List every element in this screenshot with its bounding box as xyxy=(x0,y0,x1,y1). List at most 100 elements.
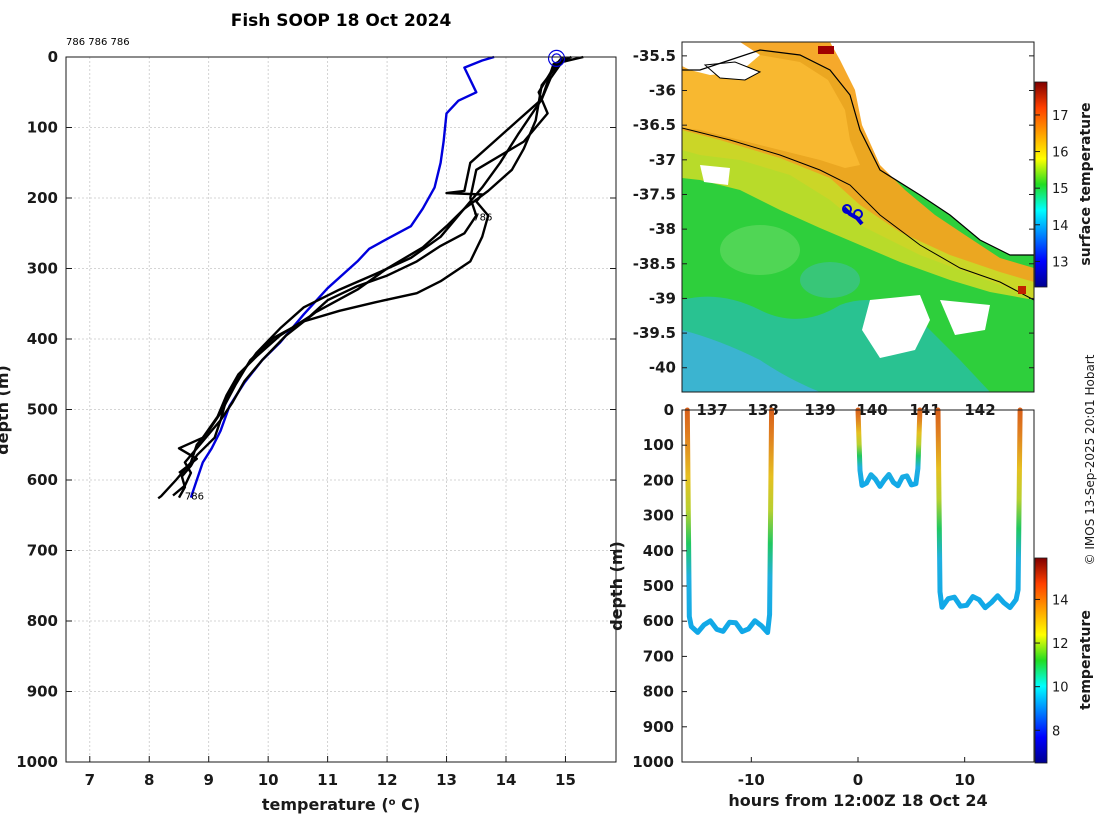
profile-xtick-label: 7 xyxy=(85,771,95,789)
ts-ytick-label: 600 xyxy=(643,612,674,630)
profile-ytick-label: 600 xyxy=(27,471,58,489)
map-ytick-label: -39.5 xyxy=(633,324,676,342)
shelf-contour xyxy=(682,127,1034,301)
ts-ytick-label: 200 xyxy=(643,471,674,489)
surface-marker-outer xyxy=(547,49,566,68)
map-ytick-label: -40 xyxy=(649,359,676,377)
map-ytick-label: -37 xyxy=(649,151,676,169)
profile-ytick-label: 500 xyxy=(27,401,58,419)
hotspot-1 xyxy=(818,46,834,54)
map-ytick-label: -36 xyxy=(649,82,676,100)
temp-cb-tick-label: 12 xyxy=(1052,637,1069,652)
profile-ytick-label: 700 xyxy=(27,542,58,560)
profile-xtick-label: 8 xyxy=(144,771,154,789)
map-ytick-label: -38 xyxy=(649,220,676,238)
profile-ytick-label: 1000 xyxy=(16,753,58,771)
credit-text: © IMOS 13-Sep-2025 20:01 Hobart xyxy=(1083,354,1097,565)
map-ytick-label: -38.5 xyxy=(633,255,676,273)
map-ytick-label: -35.5 xyxy=(633,47,676,65)
profile-ytick-label: 0 xyxy=(48,48,58,66)
profile-line-cast3 xyxy=(177,56,564,474)
profile-xtick-label: 11 xyxy=(317,771,338,789)
cold-water xyxy=(682,330,820,392)
sst-colorbar-ticks: 13 14 15 16 17 xyxy=(1035,109,1069,270)
profile-xtick-label: 14 xyxy=(496,771,517,789)
dive-2 xyxy=(855,407,923,489)
dive-1 xyxy=(684,407,775,635)
profile-axes-box xyxy=(65,56,617,763)
ts-ytick-label: 100 xyxy=(643,436,674,454)
chart-title: Fish SOOP 18 Oct 2024 xyxy=(231,11,452,31)
ts-ytick-label: 900 xyxy=(643,718,674,736)
sst-cb-tick-label: 13 xyxy=(1052,255,1069,270)
ts-ytick-label: 300 xyxy=(643,507,674,525)
profile-grid xyxy=(66,56,616,763)
map-axes-box xyxy=(681,41,1035,393)
eddy-2 xyxy=(800,262,860,298)
land-north xyxy=(682,42,1034,255)
profile-ytick-label: 800 xyxy=(27,612,58,630)
sst-map xyxy=(682,42,1034,392)
profile-ytick-label: 100 xyxy=(27,119,58,137)
ts-ytick-label: 400 xyxy=(643,542,674,560)
profile-xtick-label: 13 xyxy=(436,771,457,789)
profile-ytick-label: 200 xyxy=(27,189,58,207)
ship-marker-1 xyxy=(842,204,852,214)
profile-cast-label: 786 xyxy=(185,492,204,503)
map-ticks: -35.5 -36 -36.5 -37 -37.5 -38 -38.5 -39 -39.5 -40… xyxy=(633,47,1034,419)
map-ytick-label: -39 xyxy=(649,289,676,307)
timeseries-ylabel: depth (m) xyxy=(607,541,626,631)
map-ytick-label: -36.5 xyxy=(633,116,676,134)
profile-line-cast2 xyxy=(172,55,572,497)
eddy-1 xyxy=(720,225,800,275)
profile-ytick-label: 300 xyxy=(27,260,58,278)
front-band xyxy=(682,130,1034,300)
timeseries-ticks: 0 100 200 300 400 500 600 700 800 900 1000 -10 0 10 xyxy=(632,401,975,789)
temp-colorbar-label: temperature xyxy=(1078,610,1094,710)
profile-xtick-label: 15 xyxy=(555,771,576,789)
profile-ytick-label: 400 xyxy=(27,330,58,348)
profile-xtick-label: 9 xyxy=(203,771,213,789)
dive-3 xyxy=(935,407,1023,611)
ts-ytick-label: 800 xyxy=(643,683,674,701)
cloud-2 xyxy=(940,300,990,335)
sst-colorbar xyxy=(1034,81,1048,288)
temp-cb-tick-label: 8 xyxy=(1052,724,1060,739)
temp-cb-tick-label: 10 xyxy=(1052,681,1069,696)
map-ytick-label: -37.5 xyxy=(633,185,676,203)
profile-xtick-label: 10 xyxy=(258,771,279,789)
hotspot-2 xyxy=(1018,286,1026,294)
cloud-3 xyxy=(700,165,730,185)
gulf-warm xyxy=(682,55,860,168)
temp-colorbar-ticks: 8 10 12 14 xyxy=(1035,593,1069,739)
temp-colorbar xyxy=(1034,557,1048,764)
sst-cb-tick-label: 16 xyxy=(1052,146,1069,161)
timeseries-xlabel: hours from 12:00Z 18 Oct 24 xyxy=(728,791,987,810)
profile-line-cast4 xyxy=(157,56,567,500)
ts-xtick-label: -10 xyxy=(738,771,765,789)
temp-cb-tick-label: 14 xyxy=(1052,593,1069,608)
profile-series xyxy=(157,55,584,500)
island xyxy=(703,61,762,81)
top-cast-label: 786 786 786 xyxy=(66,37,130,48)
profile-xtick-label: 12 xyxy=(377,771,398,789)
timeseries-series xyxy=(684,407,1023,635)
profile-line-climatology xyxy=(189,55,495,498)
sst-cb-tick-label: 17 xyxy=(1052,109,1069,124)
ship-marker-2 xyxy=(853,209,863,219)
sst-cb-tick-label: 14 xyxy=(1052,219,1069,234)
profile-ylabel: depth (m) xyxy=(0,365,12,455)
sst-cb-tick-label: 15 xyxy=(1052,182,1069,197)
profile-ticks: 7 8 9 10 11 12 13 14 15 0 100 200 300 400 500 600 700 800… xyxy=(16,48,616,789)
cloud-1 xyxy=(862,295,930,358)
ts-ytick-label: 700 xyxy=(643,647,674,665)
ts-ytick-label: 500 xyxy=(643,577,674,595)
profile-xlabel: temperature (o C) xyxy=(262,795,420,814)
coastline xyxy=(682,49,1034,256)
surface-marker-inner xyxy=(551,53,562,64)
profile-cast-label: 786 xyxy=(473,213,492,224)
ts-ytick-label: 1000 xyxy=(632,753,674,771)
sst-colorbar-label: surface temperature xyxy=(1078,102,1094,265)
ts-xtick-label: 10 xyxy=(954,771,975,789)
